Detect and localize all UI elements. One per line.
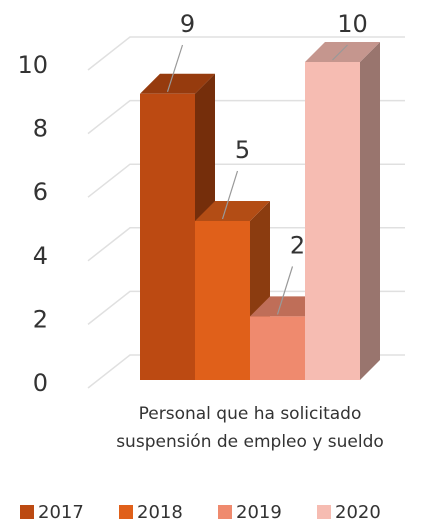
y-tick-label: 4 [33,242,48,270]
data-label: 10 [337,10,368,38]
legend-label: 2017 [38,502,84,523]
bar-top [195,201,270,221]
grid-line [87,36,405,71]
legend-label: 2019 [236,502,282,523]
y-tick-label: 8 [33,115,48,143]
bar-top [305,42,380,62]
leader-line [221,170,239,220]
legend-swatch [317,505,331,519]
bar [140,93,195,381]
leader-line [166,44,184,92]
data-label: 2 [290,231,305,259]
bar-top [140,73,215,94]
y-tick-label: 0 [33,369,48,397]
y-tick-label: 2 [33,305,48,333]
y-tick-label: 10 [17,51,48,79]
legend-swatch [218,505,232,519]
legend-label: 2018 [137,502,183,523]
leader-line [276,266,294,315]
x-category-label: Personal que ha solicitado suspensión de… [116,404,384,452]
y-tick-label: 6 [33,178,48,206]
legend-swatch [119,505,133,519]
bar [305,62,360,380]
bar-side [360,42,380,380]
legend-swatch [20,505,34,519]
data-label: 9 [180,10,195,38]
legend-label: 2020 [335,502,381,523]
bar [195,221,250,380]
data-label: 5 [235,136,250,164]
bar [250,316,305,380]
leader-line [332,44,348,61]
